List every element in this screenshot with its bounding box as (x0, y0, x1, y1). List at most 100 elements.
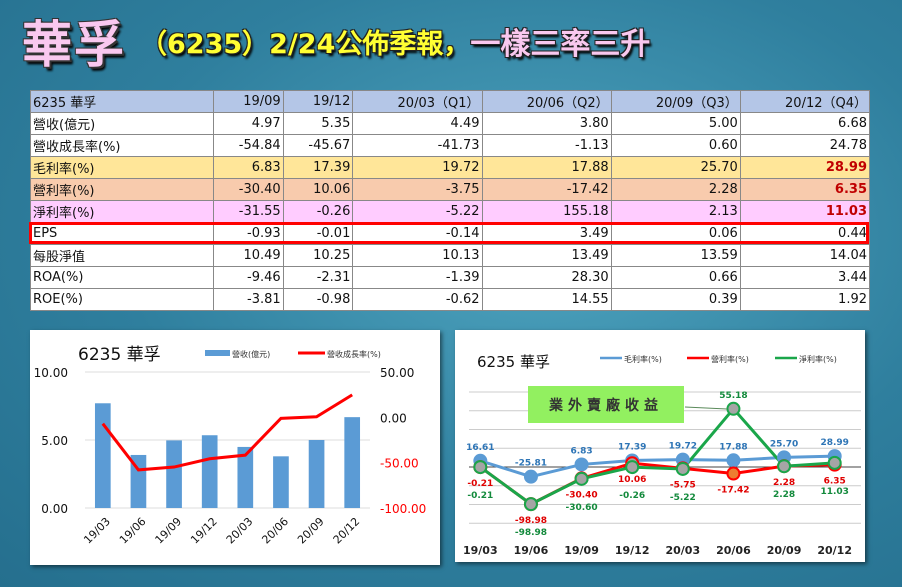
table-cell: 4.49 (352, 112, 483, 135)
data-label: -98.98 (515, 528, 547, 538)
data-point (473, 460, 488, 475)
data-label: -25.81 (515, 459, 547, 469)
revenue-bar (273, 456, 289, 508)
data-label: 6.83 (570, 446, 592, 456)
data-point (523, 497, 538, 512)
x-tick-label: 20/09 (295, 515, 327, 547)
table-cell: 24.78 (739, 134, 871, 157)
table-cell: 17.88 (481, 156, 612, 179)
table-cell: 14.04 (739, 244, 871, 267)
data-point (625, 460, 640, 475)
x-tick-label: 19/12 (188, 515, 220, 547)
table-cell: 2.13 (610, 200, 741, 223)
table-cell: 28.30 (481, 266, 612, 289)
table-cell: 4.97 (213, 112, 284, 135)
x-tick-label: 19/06 (117, 515, 149, 547)
data-label: 28.99 (820, 438, 848, 448)
row-label: 營利率(%) (30, 178, 214, 201)
legend-label: 淨利率(%) (799, 354, 837, 364)
table-cell: 3.80 (481, 112, 612, 135)
data-label: -0.21 (467, 491, 493, 501)
data-label: -5.22 (670, 493, 696, 503)
annotation-box (528, 386, 684, 423)
data-point (675, 461, 690, 476)
column-header: 20/03（Q1） (352, 90, 483, 113)
table-cell: 6.68 (739, 112, 871, 135)
table-row: 淨利率(%) -31.55 -0.26 -5.22 155.18 2.13 11.03 (30, 200, 871, 223)
data-label: 16.61 (466, 443, 494, 453)
chart-title: 6235 華孚 (78, 345, 161, 365)
column-header: 20/06（Q2） (481, 90, 612, 113)
data-point (777, 459, 792, 474)
row-label: 每股淨值 (30, 244, 214, 267)
row-label: EPS (30, 222, 214, 245)
table-cell: -3.75 (352, 178, 483, 201)
table-cell: 10.06 (282, 178, 354, 201)
data-label: -98.98 (515, 516, 547, 526)
data-label: -0.21 (467, 479, 493, 489)
margin-chart-svg: 6235 華孚 毛利率(%) 營利率(%) 淨利率(%) 16.61 -25.81 6.83… (463, 353, 861, 557)
financial-table: 6235 華孚 19/09 19/12 20/03（Q1） 20/06（Q2） 20/09… (30, 90, 871, 311)
table-cell: -45.67 (282, 134, 354, 157)
data-label: 25.70 (770, 439, 798, 449)
row-label: ROA(%) (30, 266, 214, 289)
margin-chart: 6235 華孚 毛利率(%) 營利率(%) 淨利率(%) 16.61 -25.81 6.83… (455, 330, 865, 562)
table-cell: 11.03 (739, 200, 871, 223)
x-tick-label: 19/03 (81, 515, 113, 547)
table-cell: -1.13 (481, 134, 612, 157)
data-label: 17.88 (719, 442, 747, 452)
table-cell: 13.49 (481, 244, 612, 267)
column-header: 19/12 (282, 90, 354, 113)
headline: 2/24公佈季報， (269, 28, 471, 60)
table-cell: 17.39 (282, 156, 354, 179)
table-cell: 14.55 (481, 288, 612, 311)
data-point (523, 469, 538, 484)
table-cell: 6.35 (739, 178, 871, 201)
revenue-bar (344, 417, 361, 508)
growth-line (101, 393, 353, 472)
data-label: 10.06 (618, 475, 646, 485)
table-cell: 0.44 (739, 222, 871, 245)
table-cell: 13.59 (610, 244, 741, 267)
table-cell: 6.83 (213, 156, 284, 179)
row-label: ROE(%) (30, 288, 214, 311)
y2-tick-label: -50.00 (380, 457, 419, 471)
data-label: -0.26 (619, 491, 645, 501)
table-cell: 5.00 (610, 112, 741, 135)
table-cell: 155.18 (481, 200, 612, 223)
y-tick-label: 0.00 (41, 502, 68, 516)
table-cell: 28.99 (739, 156, 871, 179)
legend-label: 營收(億元) (232, 349, 270, 359)
legend-label: 毛利率(%) (624, 354, 662, 364)
data-label: 55.18 (719, 391, 747, 401)
table-row: ROE(%) -3.81 -0.98 -0.62 14.55 0.39 1.92 (30, 288, 871, 311)
table-cell: 5.35 (282, 112, 354, 135)
table-row: ROA(%) -9.46 -2.31 -1.39 28.30 0.66 3.44 (30, 266, 871, 289)
table-cell: 10.13 (352, 244, 483, 267)
x-tick-label: 20/09 (767, 544, 802, 557)
table-cell: -31.55 (213, 200, 284, 223)
data-label: 11.03 (820, 487, 848, 497)
data-point (574, 471, 589, 486)
table-row: 營收成長率(%) -54.84 -45.67 -41.73 -1.13 0.60 24.78 (30, 134, 871, 157)
table-cell: 10.25 (282, 244, 354, 267)
table-row: 毛利率(%) 6.83 17.39 19.72 17.88 25.70 28.99 (30, 156, 871, 179)
data-label: 6.35 (824, 477, 846, 487)
table-cell: 2.28 (610, 178, 741, 201)
legend-bar-swatch (205, 350, 230, 356)
stock-code: （6235） (140, 28, 270, 60)
table-cell: -5.22 (352, 200, 483, 223)
y2-tick-label: -100.00 (380, 502, 426, 516)
row-label: 毛利率(%) (30, 156, 214, 179)
x-tick-label: 19/03 (463, 544, 498, 557)
table-cell: -41.73 (352, 134, 483, 157)
tagline: 一樣三率三升 (470, 27, 651, 62)
table-cell: -54.84 (213, 134, 284, 157)
x-tick-label: 19/06 (514, 544, 549, 557)
table-cell: -0.01 (282, 222, 354, 245)
table-row: EPS -0.93 -0.01 -0.14 3.49 0.06 0.44 (30, 222, 871, 245)
table-cell: -0.14 (352, 222, 483, 245)
table-cell: -0.98 (282, 288, 354, 311)
data-label: 2.28 (773, 478, 795, 488)
column-header: 19/09 (213, 90, 284, 113)
